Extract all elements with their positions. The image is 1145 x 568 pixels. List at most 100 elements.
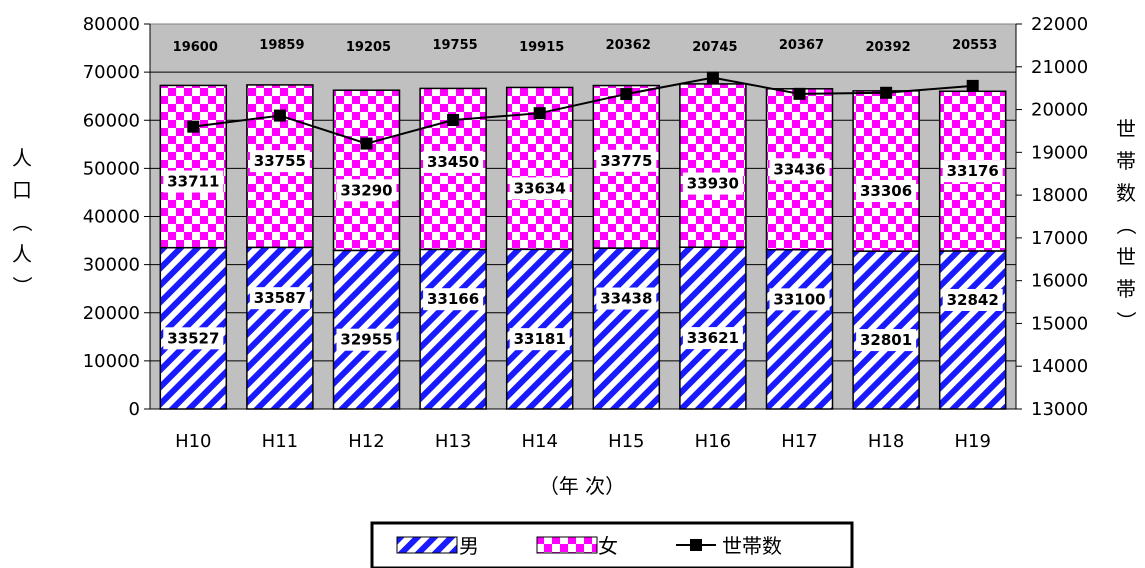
female-value-label: 33290 <box>340 181 392 199</box>
y-tick-label: 20000 <box>83 303 140 324</box>
y2-tick-label: 15000 <box>1031 313 1088 334</box>
y2-tick-label: 17000 <box>1031 228 1088 249</box>
y2-axis-title-char: ） <box>1114 311 1138 331</box>
female-label-bg <box>682 172 743 195</box>
bar-male <box>765 248 834 410</box>
households-point <box>187 120 200 133</box>
male-label-bg <box>942 288 1003 311</box>
male-label-bg <box>509 328 570 351</box>
x-tick-label: H16 <box>695 431 731 452</box>
x-tick-label: H11 <box>262 431 298 452</box>
y-tick-label: 40000 <box>83 207 140 228</box>
households-value-label: 20745 <box>692 40 737 55</box>
male-label-bg <box>249 287 310 310</box>
male-value-label: 33527 <box>167 329 219 347</box>
female-value-label: 33930 <box>687 175 739 193</box>
male-value-label: 33587 <box>254 289 306 307</box>
households-value-label: 20367 <box>779 38 824 53</box>
y2-axis-title-char: 数 <box>1116 181 1136 205</box>
female-label-bg <box>336 179 397 202</box>
y2-tick-label: 22000 <box>1031 14 1088 35</box>
bar-female <box>332 89 401 252</box>
households-line-path <box>193 76 973 145</box>
households-value-label: 19600 <box>173 40 218 55</box>
households-point <box>706 71 719 84</box>
households-value-label: 19915 <box>519 40 564 55</box>
legend-households-label: 世帯数 <box>722 534 782 558</box>
households-value-label: 19859 <box>259 38 304 53</box>
households-point <box>880 86 893 99</box>
households-point <box>360 137 373 150</box>
y-tick-label: 60000 <box>83 110 140 131</box>
y2-tick-label: 16000 <box>1031 271 1088 292</box>
male-value-label: 33166 <box>427 290 479 308</box>
female-value-label: 33306 <box>860 182 912 200</box>
y2-axis-title-char: 世 <box>1116 245 1136 269</box>
y-tick-label: 80000 <box>83 14 140 35</box>
x-tick-label: H17 <box>781 431 817 452</box>
male-value-label: 32955 <box>340 331 392 349</box>
bar-female <box>159 84 228 249</box>
male-value-label: 33181 <box>514 330 566 348</box>
x-tick-label: H14 <box>521 431 557 452</box>
households-point <box>533 107 546 120</box>
female-value-label: 33450 <box>427 153 479 171</box>
male-label-bg <box>769 288 830 311</box>
legend: 男 女 世帯数 <box>370 521 854 568</box>
households-point <box>620 88 633 101</box>
bar-male <box>419 248 487 410</box>
female-label-bg <box>769 158 830 181</box>
male-value-label: 32801 <box>860 331 912 349</box>
y2-tick-label: 14000 <box>1031 356 1088 377</box>
households-line <box>187 71 979 150</box>
female-value-label: 33436 <box>773 160 825 178</box>
y-axis-title: 人口（人） <box>10 146 34 296</box>
x-tick-label: H13 <box>435 431 471 452</box>
female-label-bg <box>249 150 310 173</box>
y-axis-title-char: 人 <box>12 242 32 266</box>
households-value-label: 20362 <box>606 38 651 53</box>
male-label-bg <box>163 327 224 350</box>
y-axis-title-char: 口 <box>12 178 32 202</box>
y2-axis-title-char: （ <box>1114 215 1138 235</box>
male-value-label: 33438 <box>600 290 652 308</box>
male-value-label: 33100 <box>773 290 825 308</box>
female-label-bg <box>163 170 224 193</box>
legend-female-swatch <box>536 536 598 554</box>
female-value-label: 33176 <box>947 162 999 180</box>
y2-tick-label: 19000 <box>1031 142 1088 163</box>
y-tick-label: 10000 <box>83 351 140 372</box>
y2-axis-title: 世帯数（世帯） <box>1114 117 1138 331</box>
x-tick-label: H19 <box>954 431 990 452</box>
axes: 0 10000 20000 30000 40000 50000 60000 70000 8000… <box>83 14 1089 452</box>
y2-axis-title-char: 帯 <box>1116 277 1136 301</box>
y2-tick-label: 20000 <box>1031 100 1088 121</box>
households-point <box>793 87 806 100</box>
male-label-bg <box>682 327 743 350</box>
x-tick-label: H18 <box>868 431 904 452</box>
y2-tick-label: 13000 <box>1031 399 1088 420</box>
female-label-bg <box>509 177 570 200</box>
data-labels: 33527 33711 19600 33587 33755 19859 32955 33290… <box>163 38 1003 352</box>
y2-axis-title-char: 世 <box>1116 117 1136 141</box>
male-value-label: 32842 <box>947 291 999 309</box>
female-label-bg <box>942 160 1003 183</box>
male-label-bg <box>336 328 397 351</box>
female-label-bg <box>856 180 917 203</box>
x-axis-title: （年 次） <box>539 474 625 498</box>
y-tick-label: 30000 <box>83 255 140 276</box>
female-label-bg <box>423 150 484 173</box>
households-point <box>273 109 286 122</box>
female-value-label: 33711 <box>167 173 219 191</box>
bar-male <box>938 250 1007 410</box>
female-value-label: 33634 <box>514 179 566 197</box>
households-value-label: 19205 <box>346 40 391 55</box>
legend-male-swatch <box>396 536 458 554</box>
male-value-label: 33621 <box>687 329 739 347</box>
female-label-bg <box>596 149 657 172</box>
households-point <box>447 114 460 127</box>
y2-axis-title-char: 帯 <box>1116 149 1136 173</box>
x-tick-label: H10 <box>175 431 211 452</box>
male-label-bg <box>856 329 917 352</box>
